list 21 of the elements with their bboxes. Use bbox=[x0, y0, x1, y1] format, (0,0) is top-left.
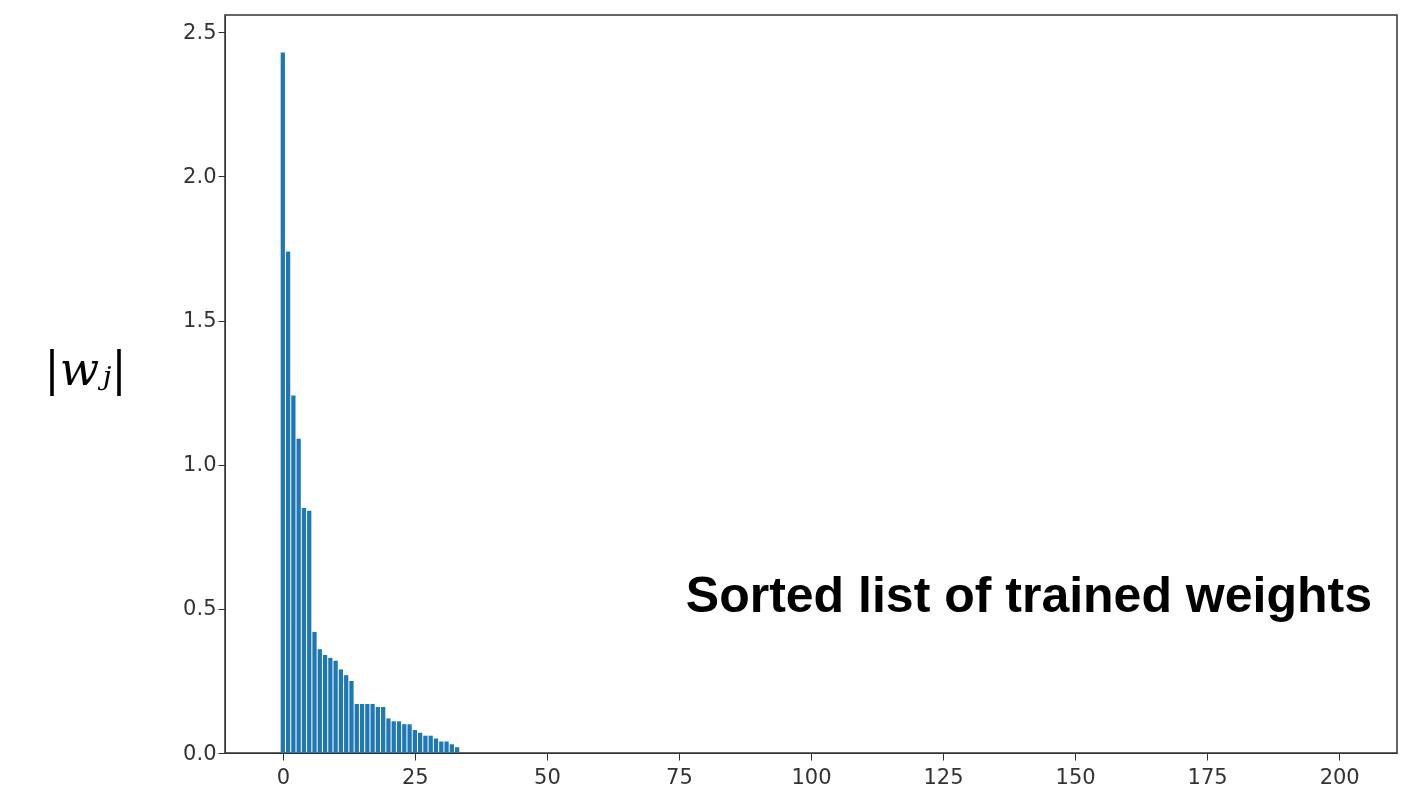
x-tick-label: 100 bbox=[791, 764, 832, 789]
bar bbox=[454, 747, 460, 753]
x-tick-label: 25 bbox=[402, 764, 429, 789]
y-tick-label: 2.0 bbox=[183, 163, 217, 188]
bar bbox=[359, 703, 365, 753]
y-tick-label: 2.5 bbox=[183, 19, 217, 44]
x-tick-label: 150 bbox=[1055, 764, 1096, 789]
bar bbox=[433, 738, 439, 753]
y-axis-title: |wⱼ| bbox=[44, 341, 127, 396]
x-tick-label: 75 bbox=[666, 764, 693, 789]
x-tick-label: 0 bbox=[276, 764, 291, 789]
y-tick-label: 1.0 bbox=[183, 452, 217, 477]
y-tick-label: 0.0 bbox=[183, 740, 217, 765]
y-tick-label: 0.5 bbox=[183, 596, 217, 621]
x-tick-label: 200 bbox=[1319, 764, 1360, 789]
x-tick-label: 50 bbox=[534, 764, 561, 789]
bar bbox=[396, 721, 402, 753]
annotation: Sorted list of trained weights bbox=[685, 567, 1372, 623]
x-tick-label: 175 bbox=[1187, 764, 1228, 789]
y-tick-label: 1.5 bbox=[183, 308, 217, 333]
x-tick-label: 125 bbox=[923, 764, 964, 789]
